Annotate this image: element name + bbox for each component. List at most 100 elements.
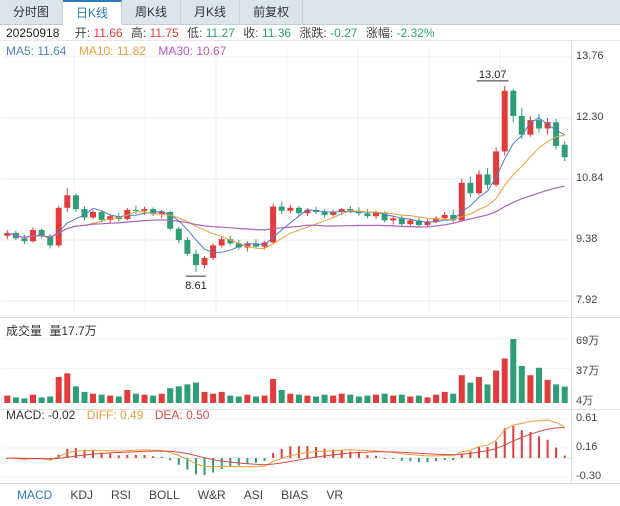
volume-axis-label: 69万 <box>576 335 600 347</box>
macd-hist-bar <box>366 455 369 458</box>
macd-hist-bar <box>452 458 455 461</box>
macd-hist-bar <box>323 448 326 458</box>
candle-body <box>210 245 217 258</box>
volume-bar <box>295 394 302 403</box>
ma30-value: MA30: 10.67 <box>158 44 227 58</box>
candle-body <box>218 239 225 246</box>
dea-line <box>7 427 565 466</box>
trade-date: 20250918 <box>6 26 60 40</box>
indicator-tab-rsi[interactable]: RSI <box>111 488 132 502</box>
macd-hist-bar <box>195 458 197 475</box>
volume-bar <box>201 391 208 403</box>
low-annotation: 8.61 <box>185 280 206 292</box>
candle-body <box>553 122 560 146</box>
change-pct-value: -2.32% <box>396 26 435 40</box>
indicator-tab-wr[interactable]: W&R <box>197 488 226 502</box>
candle-body <box>98 212 105 220</box>
macd-hist-bar <box>538 436 540 458</box>
macd-hist-bar <box>409 458 412 462</box>
macd-hist-bar <box>435 458 438 462</box>
price-axis-label: 13.76 <box>576 50 604 62</box>
close-value: 11.36 <box>261 26 292 40</box>
volume-panel-title: 成交量 量17.7万 <box>6 322 101 339</box>
diff-line <box>7 419 565 468</box>
volume-bar <box>141 394 148 403</box>
candle-body <box>433 218 440 222</box>
volume-bar <box>424 397 431 403</box>
kline-chart-canvas[interactable]: 13.07 8.61 <box>0 41 620 483</box>
low-label: 低: <box>187 26 203 40</box>
macd-hist-bar <box>563 455 566 458</box>
tab-monthly-kline[interactable]: 月K线 <box>181 0 241 25</box>
volume-bar <box>30 394 36 403</box>
volume-bar <box>124 390 131 403</box>
volume-bar <box>450 393 457 403</box>
macd-hist-bar <box>280 448 283 458</box>
candle-body <box>270 206 277 243</box>
candle-body <box>476 174 482 194</box>
candle-body <box>141 209 148 211</box>
volume-bar <box>561 386 568 403</box>
indicator-tab-boll[interactable]: BOLL <box>149 488 180 502</box>
candle-body <box>81 209 88 218</box>
macd-legend: MACD: -0.02 DIFF: 0.49 DEA: 0.50 <box>6 408 217 422</box>
macd-axis-label: 0.61 <box>576 412 598 424</box>
candle-body <box>55 207 62 246</box>
macd-hist-bar <box>546 439 549 458</box>
macd-hist-bar <box>357 453 360 458</box>
candle-body <box>398 218 405 225</box>
candle-body <box>175 228 182 240</box>
volume-bar <box>415 395 422 403</box>
diff-value: DIFF: 0.49 <box>86 408 144 422</box>
volume-bar <box>261 395 268 403</box>
volume-bar <box>544 379 551 403</box>
macd-hist-bar <box>469 451 472 458</box>
volume-bar <box>12 397 19 403</box>
low-value: 11.27 <box>205 26 235 40</box>
candle-body <box>544 122 551 129</box>
candle-body <box>493 151 500 185</box>
candle-body <box>458 182 465 221</box>
tab-daily-kline[interactable]: 日K线 <box>63 0 123 25</box>
volume-bar <box>227 395 234 403</box>
macd-hist-bar <box>66 448 69 458</box>
volume-bar <box>501 358 508 403</box>
candle-body <box>278 206 285 211</box>
volume-bar <box>381 393 388 403</box>
candle-body <box>467 182 474 194</box>
volume-bar <box>244 394 251 403</box>
candle-body <box>158 212 165 215</box>
volume-bar <box>167 388 174 403</box>
high-annotation: 13.07 <box>479 69 507 81</box>
macd-axis-label: -0.30 <box>576 470 602 482</box>
tab-forward-adjusted[interactable]: 前复权 <box>240 0 304 25</box>
indicator-tab-asi[interactable]: ASI <box>243 488 264 502</box>
candle-body <box>132 209 139 211</box>
indicator-tab-vr[interactable]: VR <box>326 488 344 502</box>
tab-weekly-kline[interactable]: 周K线 <box>122 0 182 25</box>
volume-bar <box>510 339 517 403</box>
candle-body <box>381 212 388 221</box>
indicator-tab-macd[interactable]: MACD <box>17 488 53 502</box>
candle-body <box>47 235 54 246</box>
candle-body <box>124 209 131 220</box>
candle-body <box>450 214 457 221</box>
macd-value: MACD: -0.02 <box>6 408 76 422</box>
candle-body <box>527 120 534 135</box>
indicator-tab-bias[interactable]: BIAS <box>281 488 309 502</box>
tab-intraday[interactable]: 分时图 <box>0 0 64 25</box>
volume-bar <box>90 393 96 403</box>
macd-hist-bar <box>152 456 155 458</box>
macd-hist-bar <box>315 446 317 458</box>
volume-bar <box>330 395 337 403</box>
candle-body <box>295 207 302 214</box>
macd-hist-bar <box>383 458 386 459</box>
price-axis-label: 12.30 <box>576 111 604 123</box>
candle-body <box>338 209 345 212</box>
volume-bar <box>72 386 79 403</box>
macd-hist-bar <box>349 451 352 458</box>
indicator-tab-kdj[interactable]: KDJ <box>70 488 94 502</box>
candle-body <box>253 243 259 247</box>
volume-bar <box>364 395 371 403</box>
macd-hist-bar <box>289 446 292 458</box>
